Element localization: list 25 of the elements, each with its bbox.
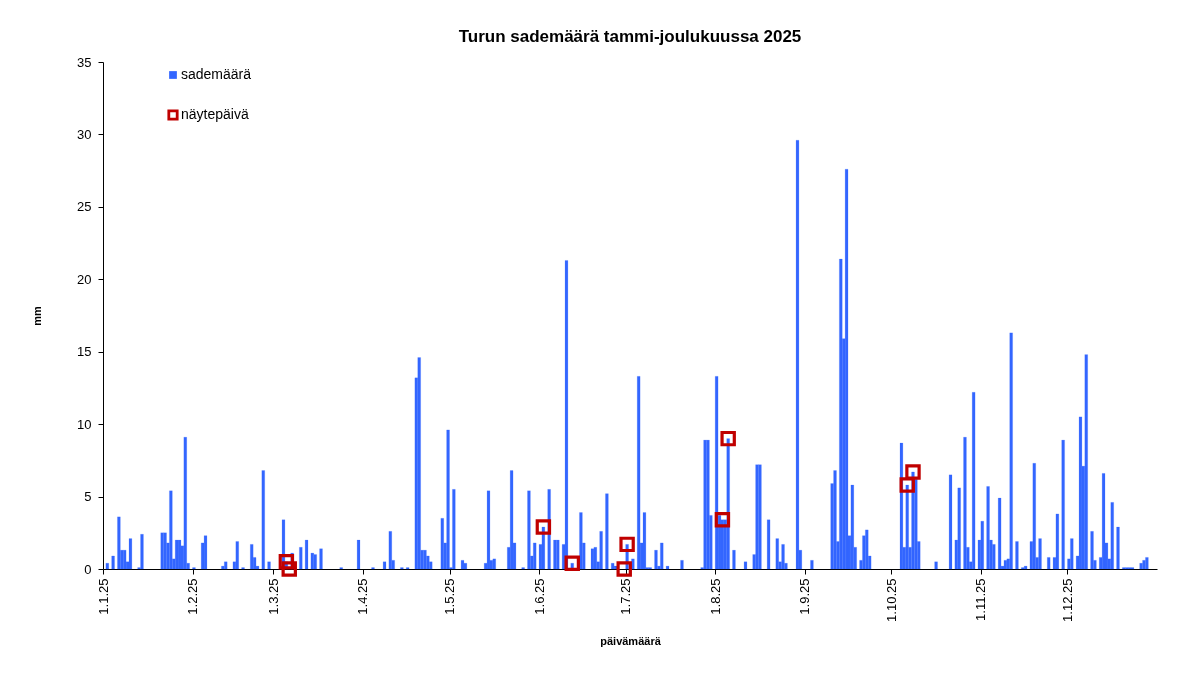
x-tick-label: 1.10.25 [883, 578, 899, 622]
y-tick-label: 30 [77, 126, 92, 142]
x-tick-label: 1.1.25 [95, 578, 111, 615]
y-tick-label: 25 [77, 199, 92, 215]
x-tick-label: 1.6.25 [531, 578, 547, 615]
x-tick-label: 1.5.25 [442, 578, 458, 615]
legend-label: sademäärä [181, 66, 252, 82]
x-tick-label: 1.8.25 [707, 578, 723, 615]
x-tick-label: 1.7.25 [618, 578, 634, 615]
x-axis-title: päivämäärä [600, 634, 662, 647]
y-tick-label: 0 [84, 561, 92, 577]
y-tick-label: 5 [84, 489, 92, 505]
y-tick-label: 10 [77, 416, 92, 432]
y-tick-label: 15 [77, 344, 92, 360]
x-tick-label: 1.9.25 [797, 578, 813, 615]
x-tick-label: 1.12.25 [1059, 578, 1075, 622]
x-tick-label: 1.3.25 [265, 578, 281, 615]
y-axis-title: mm [31, 306, 44, 326]
x-tick-label: 1.2.25 [185, 578, 201, 615]
x-tick-label: 1.4.25 [355, 578, 371, 615]
x-tick-label: 1.11.25 [973, 578, 989, 621]
y-tick-label: 20 [77, 271, 92, 287]
chart-title: Turun sademäärä tammi-joulukuussa 2025 [458, 27, 802, 46]
legend-label: näytepäivä [181, 106, 249, 122]
y-tick-label: 35 [77, 54, 92, 70]
